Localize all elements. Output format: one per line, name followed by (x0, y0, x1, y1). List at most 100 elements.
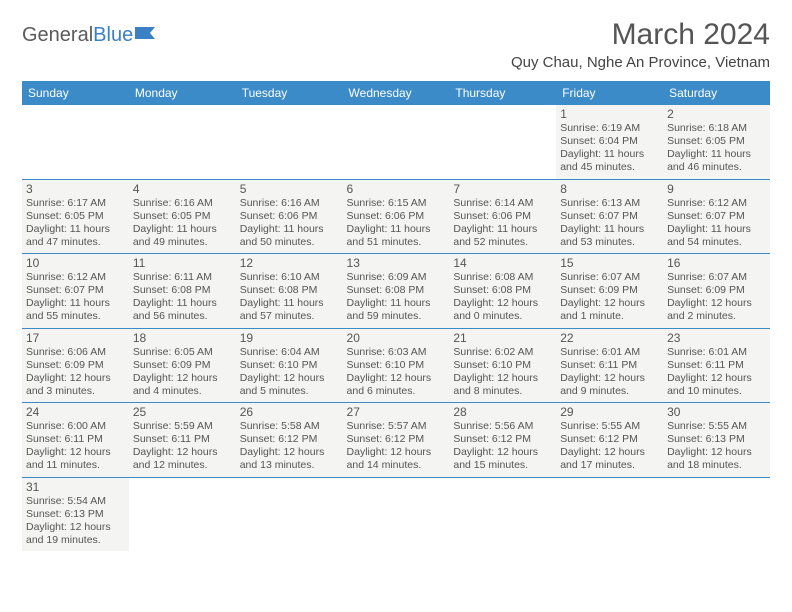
day-info: Sunrise: 6:07 AMSunset: 6:09 PMDaylight:… (560, 271, 659, 324)
day-number: 23 (667, 331, 766, 345)
day-number: 30 (667, 405, 766, 419)
day-info: Sunrise: 6:16 AMSunset: 6:05 PMDaylight:… (133, 197, 232, 250)
calendar-day-cell: 29Sunrise: 5:55 AMSunset: 6:12 PMDayligh… (556, 403, 663, 478)
day-info: Sunrise: 6:10 AMSunset: 6:08 PMDaylight:… (240, 271, 339, 324)
calendar-day-cell: 2Sunrise: 6:18 AMSunset: 6:05 PMDaylight… (663, 105, 770, 179)
day-number: 11 (133, 256, 232, 270)
calendar-day-cell: 28Sunrise: 5:56 AMSunset: 6:12 PMDayligh… (449, 403, 556, 478)
day-number: 16 (667, 256, 766, 270)
day-number: 13 (347, 256, 446, 270)
calendar-day-cell: 13Sunrise: 6:09 AMSunset: 6:08 PMDayligh… (343, 254, 450, 329)
calendar-day-cell: 4Sunrise: 6:16 AMSunset: 6:05 PMDaylight… (129, 179, 236, 254)
calendar-header-row: SundayMondayTuesdayWednesdayThursdayFrid… (22, 81, 770, 105)
flag-icon (135, 24, 157, 47)
calendar-day-cell: 11Sunrise: 6:11 AMSunset: 6:08 PMDayligh… (129, 254, 236, 329)
day-info: Sunrise: 6:11 AMSunset: 6:08 PMDaylight:… (133, 271, 232, 324)
calendar-body: 1Sunrise: 6:19 AMSunset: 6:04 PMDaylight… (22, 105, 770, 551)
day-info: Sunrise: 6:17 AMSunset: 6:05 PMDaylight:… (26, 197, 125, 250)
calendar-day-cell: 30Sunrise: 5:55 AMSunset: 6:13 PMDayligh… (663, 403, 770, 478)
day-number: 6 (347, 182, 446, 196)
calendar-day-cell: 24Sunrise: 6:00 AMSunset: 6:11 PMDayligh… (22, 403, 129, 478)
calendar-empty-cell (129, 477, 236, 551)
day-number: 29 (560, 405, 659, 419)
day-info: Sunrise: 6:07 AMSunset: 6:09 PMDaylight:… (667, 271, 766, 324)
month-title: March 2024 (511, 18, 770, 52)
calendar-day-cell: 26Sunrise: 5:58 AMSunset: 6:12 PMDayligh… (236, 403, 343, 478)
day-number: 22 (560, 331, 659, 345)
calendar-row: 1Sunrise: 6:19 AMSunset: 6:04 PMDaylight… (22, 105, 770, 179)
calendar-day-cell: 1Sunrise: 6:19 AMSunset: 6:04 PMDaylight… (556, 105, 663, 179)
calendar-day-cell: 3Sunrise: 6:17 AMSunset: 6:05 PMDaylight… (22, 179, 129, 254)
day-info: Sunrise: 6:08 AMSunset: 6:08 PMDaylight:… (453, 271, 552, 324)
day-info: Sunrise: 5:54 AMSunset: 6:13 PMDaylight:… (26, 495, 125, 548)
day-number: 25 (133, 405, 232, 419)
calendar-day-cell: 19Sunrise: 6:04 AMSunset: 6:10 PMDayligh… (236, 328, 343, 403)
day-info: Sunrise: 6:16 AMSunset: 6:06 PMDaylight:… (240, 197, 339, 250)
day-number: 1 (560, 107, 659, 121)
dow-header: Wednesday (343, 81, 450, 105)
calendar-day-cell: 17Sunrise: 6:06 AMSunset: 6:09 PMDayligh… (22, 328, 129, 403)
day-info: Sunrise: 6:18 AMSunset: 6:05 PMDaylight:… (667, 122, 766, 175)
day-number: 17 (26, 331, 125, 345)
dow-header: Sunday (22, 81, 129, 105)
day-info: Sunrise: 6:09 AMSunset: 6:08 PMDaylight:… (347, 271, 446, 324)
day-number: 18 (133, 331, 232, 345)
logo: GeneralBlue (22, 24, 157, 47)
day-info: Sunrise: 5:57 AMSunset: 6:12 PMDaylight:… (347, 420, 446, 473)
calendar-empty-cell (449, 477, 556, 551)
day-info: Sunrise: 5:59 AMSunset: 6:11 PMDaylight:… (133, 420, 232, 473)
calendar-empty-cell (343, 477, 450, 551)
day-info: Sunrise: 6:15 AMSunset: 6:06 PMDaylight:… (347, 197, 446, 250)
day-number: 8 (560, 182, 659, 196)
day-number: 24 (26, 405, 125, 419)
dow-header: Monday (129, 81, 236, 105)
calendar-empty-cell (449, 105, 556, 179)
day-number: 14 (453, 256, 552, 270)
day-number: 15 (560, 256, 659, 270)
day-info: Sunrise: 6:03 AMSunset: 6:10 PMDaylight:… (347, 346, 446, 399)
day-number: 10 (26, 256, 125, 270)
dow-header: Saturday (663, 81, 770, 105)
calendar-table: SundayMondayTuesdayWednesdayThursdayFrid… (22, 81, 770, 551)
day-info: Sunrise: 6:12 AMSunset: 6:07 PMDaylight:… (26, 271, 125, 324)
logo-text-blue: Blue (93, 24, 133, 47)
day-number: 12 (240, 256, 339, 270)
calendar-day-cell: 6Sunrise: 6:15 AMSunset: 6:06 PMDaylight… (343, 179, 450, 254)
calendar-day-cell: 31Sunrise: 5:54 AMSunset: 6:13 PMDayligh… (22, 477, 129, 551)
calendar-day-cell: 15Sunrise: 6:07 AMSunset: 6:09 PMDayligh… (556, 254, 663, 329)
calendar-empty-cell (556, 477, 663, 551)
calendar-day-cell: 8Sunrise: 6:13 AMSunset: 6:07 PMDaylight… (556, 179, 663, 254)
calendar-empty-cell (663, 477, 770, 551)
header: GeneralBlue March 2024 Quy Chau, Nghe An… (22, 18, 770, 77)
calendar-row: 3Sunrise: 6:17 AMSunset: 6:05 PMDaylight… (22, 179, 770, 254)
calendar-empty-cell (343, 105, 450, 179)
day-number: 20 (347, 331, 446, 345)
calendar-empty-cell (129, 105, 236, 179)
day-number: 28 (453, 405, 552, 419)
day-info: Sunrise: 6:19 AMSunset: 6:04 PMDaylight:… (560, 122, 659, 175)
day-info: Sunrise: 5:58 AMSunset: 6:12 PMDaylight:… (240, 420, 339, 473)
calendar-day-cell: 16Sunrise: 6:07 AMSunset: 6:09 PMDayligh… (663, 254, 770, 329)
day-info: Sunrise: 6:12 AMSunset: 6:07 PMDaylight:… (667, 197, 766, 250)
day-number: 4 (133, 182, 232, 196)
title-block: March 2024 Quy Chau, Nghe An Province, V… (511, 18, 770, 77)
calendar-empty-cell (236, 105, 343, 179)
calendar-row: 24Sunrise: 6:00 AMSunset: 6:11 PMDayligh… (22, 403, 770, 478)
calendar-day-cell: 14Sunrise: 6:08 AMSunset: 6:08 PMDayligh… (449, 254, 556, 329)
day-info: Sunrise: 5:56 AMSunset: 6:12 PMDaylight:… (453, 420, 552, 473)
calendar-row: 17Sunrise: 6:06 AMSunset: 6:09 PMDayligh… (22, 328, 770, 403)
calendar-day-cell: 10Sunrise: 6:12 AMSunset: 6:07 PMDayligh… (22, 254, 129, 329)
day-info: Sunrise: 6:02 AMSunset: 6:10 PMDaylight:… (453, 346, 552, 399)
day-number: 26 (240, 405, 339, 419)
day-number: 19 (240, 331, 339, 345)
calendar-row: 10Sunrise: 6:12 AMSunset: 6:07 PMDayligh… (22, 254, 770, 329)
day-number: 31 (26, 480, 125, 494)
day-info: Sunrise: 6:04 AMSunset: 6:10 PMDaylight:… (240, 346, 339, 399)
day-number: 27 (347, 405, 446, 419)
day-info: Sunrise: 6:06 AMSunset: 6:09 PMDaylight:… (26, 346, 125, 399)
calendar-row: 31Sunrise: 5:54 AMSunset: 6:13 PMDayligh… (22, 477, 770, 551)
day-info: Sunrise: 5:55 AMSunset: 6:13 PMDaylight:… (667, 420, 766, 473)
day-number: 21 (453, 331, 552, 345)
calendar-day-cell: 23Sunrise: 6:01 AMSunset: 6:11 PMDayligh… (663, 328, 770, 403)
dow-header: Thursday (449, 81, 556, 105)
